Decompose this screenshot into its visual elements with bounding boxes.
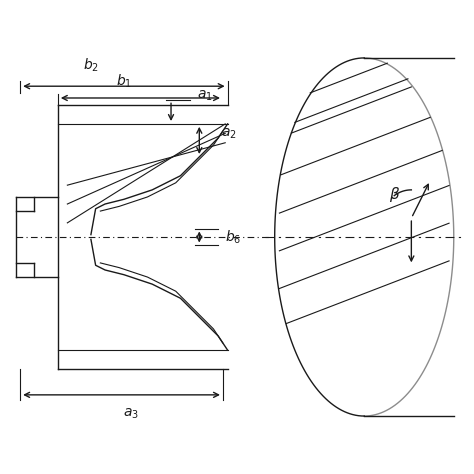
Text: $b_2$: $b_2$ [83,57,99,74]
Text: $a_3$: $a_3$ [123,407,139,421]
Text: $a_2$: $a_2$ [220,126,236,140]
Text: $a_1$: $a_1$ [197,89,213,103]
Text: $b_1$: $b_1$ [116,72,132,90]
Text: $\beta$: $\beta$ [389,185,401,204]
Text: $b_6$: $b_6$ [225,228,242,246]
